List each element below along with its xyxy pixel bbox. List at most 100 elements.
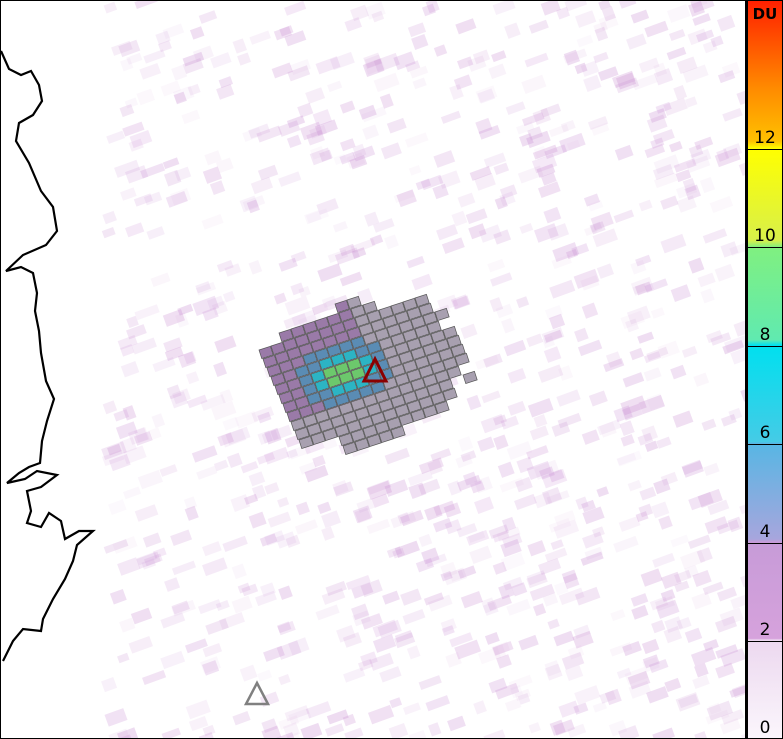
- so2-pixel: [483, 729, 506, 738]
- plume-pixel: [410, 377, 426, 392]
- so2-pixel: [730, 347, 745, 365]
- so2-pixel: [165, 191, 188, 208]
- so2-pixel: [278, 674, 291, 686]
- so2-pixel: [664, 616, 683, 634]
- map-canvas: [1, 1, 745, 738]
- so2-pixel: [551, 421, 571, 437]
- so2-pixel: [277, 621, 292, 634]
- colorbar-tick: [748, 345, 782, 347]
- so2-pixel: [468, 223, 487, 240]
- so2-pixel: [660, 589, 676, 602]
- so2-map[interactable]: [0, 0, 746, 739]
- so2-pixel: [126, 324, 147, 340]
- so2-pixel: [694, 136, 714, 150]
- so2-pixel: [648, 108, 667, 123]
- so2-pixel: [456, 522, 478, 538]
- plume-pixel: [310, 338, 326, 353]
- so2-pixel: [637, 331, 655, 344]
- so2-pixel: [670, 364, 687, 380]
- so2-pixel: [166, 384, 182, 400]
- so2-pixel: [185, 699, 211, 720]
- so2-pixel: [663, 97, 688, 116]
- so2-pixel: [650, 137, 665, 149]
- so2-pixel: [541, 486, 563, 505]
- so2-pixel: [493, 434, 509, 450]
- so2-pixel: [644, 278, 668, 293]
- so2-pixel: [237, 582, 251, 594]
- so2-pixel: [690, 647, 717, 667]
- so2-pixel: [592, 701, 608, 713]
- so2-pixel: [527, 126, 543, 141]
- so2-pixel: [488, 63, 507, 80]
- so2-pixel: [492, 561, 507, 575]
- so2-pixel: [120, 344, 135, 357]
- so2-pixel: [143, 49, 166, 64]
- so2-pixel: [571, 243, 590, 257]
- so2-pixel: [527, 540, 546, 557]
- so2-pixel: [488, 677, 508, 694]
- plume-pixel: [274, 350, 290, 365]
- plume-pixel: [354, 344, 370, 359]
- so2-pixel: [527, 397, 554, 418]
- plume-pixel: [322, 334, 338, 349]
- so2-pixel: [222, 290, 236, 303]
- so2-pixel: [206, 295, 225, 310]
- so2-pixel: [112, 536, 138, 554]
- plume-pixel: [358, 384, 374, 399]
- colorbar-tick-label: 4: [759, 521, 771, 542]
- so2-pixel: [590, 211, 614, 231]
- so2-pixel: [273, 26, 292, 41]
- so2-pixel: [317, 263, 343, 283]
- so2-pixel: [263, 446, 290, 465]
- so2-pixel: [103, 539, 129, 554]
- plume-pixel: [294, 395, 310, 410]
- so2-pixel: [644, 440, 659, 452]
- so2-pixel: [590, 221, 606, 235]
- so2-pixel: [326, 709, 349, 725]
- plume-pixel: [430, 329, 446, 344]
- so2-pixel: [622, 372, 645, 388]
- so2-pixel: [392, 547, 405, 559]
- plume-pixel: [322, 365, 338, 380]
- plume-pixel: [406, 306, 422, 321]
- so2-pixel: [134, 304, 160, 321]
- so2-pixel: [605, 351, 623, 368]
- so2-pixel: [541, 335, 555, 349]
- so2-pixel: [349, 155, 368, 170]
- so2-pixel: [284, 1, 307, 16]
- so2-pixel: [544, 305, 563, 320]
- so2-pixel: [377, 619, 402, 639]
- plume-pixel: [282, 337, 298, 352]
- plume-pixel: [446, 334, 462, 349]
- so2-pixel: [561, 651, 585, 670]
- so2-pixel: [498, 583, 515, 600]
- volcano-marker[interactable]: [243, 680, 271, 706]
- so2-pixel: [573, 702, 589, 715]
- plume-pixel: [430, 391, 446, 406]
- active-volcano-marker[interactable]: [361, 355, 389, 383]
- so2-pixel: [373, 72, 400, 93]
- so2-pixel: [604, 688, 622, 706]
- so2-pixel: [626, 305, 651, 325]
- so2-pixel: [548, 469, 565, 483]
- so2-pixel: [152, 356, 176, 373]
- so2-pixel: [697, 488, 723, 508]
- so2-pixel: [211, 300, 228, 316]
- so2-pixel: [496, 526, 521, 542]
- so2-pixel: [560, 120, 576, 133]
- so2-pixel: [674, 580, 690, 593]
- plume-pixel: [370, 318, 386, 333]
- so2-pixel: [139, 62, 162, 80]
- so2-pixel: [692, 13, 711, 26]
- so2-pixel: [730, 592, 745, 610]
- so2-pixel: [177, 303, 194, 316]
- plume-pixel: [346, 419, 362, 434]
- so2-pixel: [244, 493, 259, 505]
- so2-pixel: [553, 719, 575, 736]
- so2-pixel: [324, 723, 345, 737]
- so2-pixel: [367, 704, 395, 725]
- plume-pixel: [366, 402, 382, 417]
- so2-pixel: [494, 196, 508, 210]
- plume-pixel: [298, 342, 314, 357]
- so2-pixel: [507, 400, 527, 416]
